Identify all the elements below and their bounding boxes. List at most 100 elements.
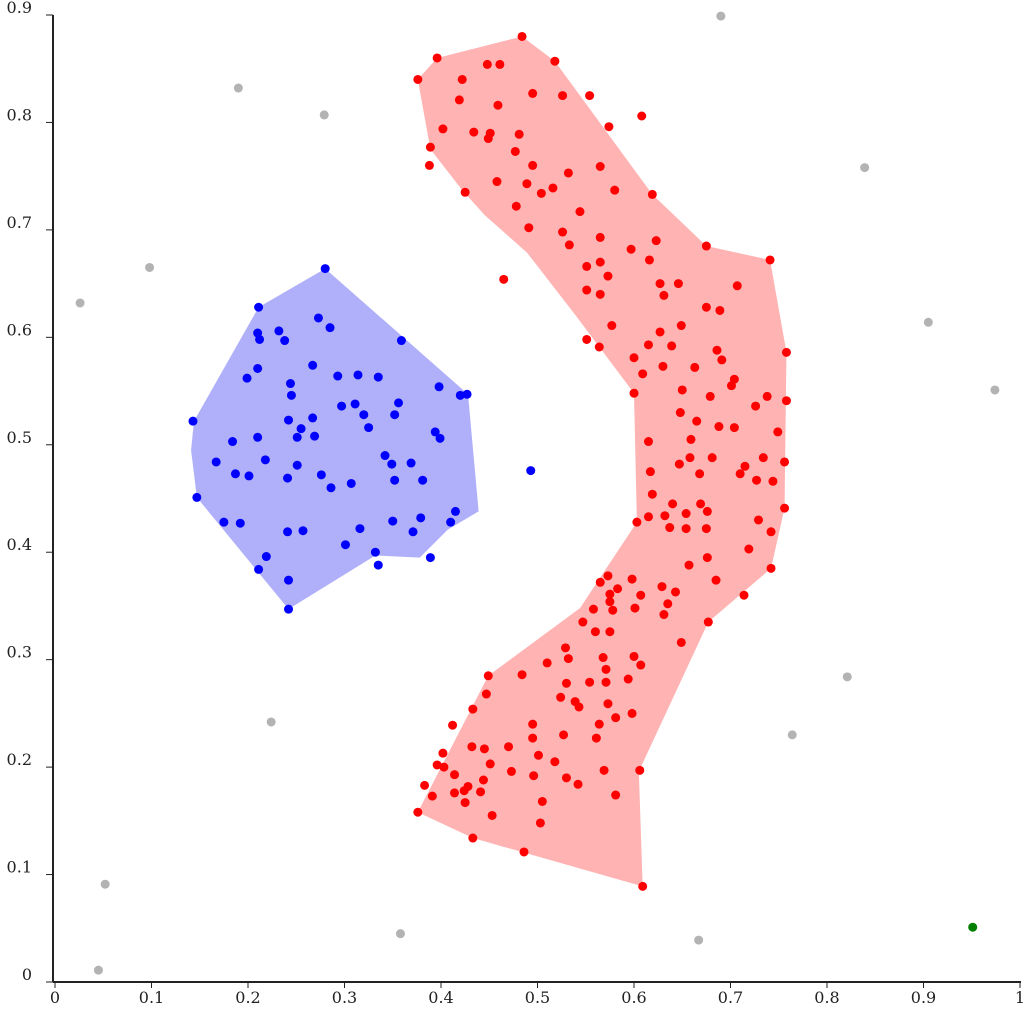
point-cluster_red-9: [493, 100, 503, 110]
point-noise-2: [319, 110, 329, 120]
x-tick-label: 0.3: [332, 988, 357, 1007]
point-cluster_red-168: [635, 765, 645, 775]
point-cluster_red-100: [681, 509, 691, 519]
point-cluster_red-7: [528, 88, 538, 98]
point-cluster_red-31: [511, 201, 521, 211]
point-cluster_red-175: [561, 773, 571, 783]
point-cluster_red-118: [605, 589, 615, 599]
point-cluster_red-149: [574, 702, 584, 712]
point-cluster_red-90: [740, 461, 750, 471]
point-cluster_red-113: [595, 577, 605, 587]
point-cluster_blue-54: [355, 524, 365, 534]
point-cluster_red-135: [563, 654, 573, 664]
point-cluster_blue-57: [388, 516, 398, 526]
point-cluster_red-173: [506, 766, 516, 776]
point-cluster_red-91: [695, 469, 705, 479]
point-cluster_red-38: [564, 240, 574, 250]
point-cluster_red-88: [674, 459, 684, 469]
point-cluster_blue-35: [380, 451, 390, 461]
point-cluster_red-101: [660, 511, 670, 521]
point-cluster_red-72: [705, 391, 715, 401]
y-tick-label: 0.2: [7, 750, 32, 769]
point-cluster_blue-8: [396, 336, 406, 346]
point-cluster_red-104: [766, 527, 776, 537]
point-cluster_blue-10: [253, 363, 263, 373]
point-cluster_blue-12: [333, 371, 343, 381]
point-cluster_red-77: [675, 408, 685, 418]
point-cluster_red-86: [758, 453, 768, 463]
point-cluster_blue-23: [359, 410, 369, 420]
point-cluster_blue-37: [260, 455, 270, 465]
point-cluster_red-170: [439, 762, 449, 772]
point-cluster_red-58: [582, 334, 592, 344]
point-cluster_red-45: [499, 274, 509, 284]
point-cluster_red-84: [685, 453, 695, 463]
point-cluster_red-115: [627, 574, 637, 584]
point-cluster_red-145: [601, 677, 611, 687]
point-cluster_red-4: [457, 74, 467, 84]
point-cluster_red-191: [519, 847, 529, 857]
point-noise-12: [395, 929, 405, 939]
point-cluster_blue-43: [244, 471, 254, 481]
point-cluster_red-25: [492, 177, 502, 187]
point-cluster_blue-5: [325, 323, 335, 333]
point-cluster_red-30: [536, 188, 546, 198]
point-noise-6: [923, 317, 933, 327]
point-cluster_red-160: [528, 733, 538, 743]
point-cluster_red-124: [588, 604, 598, 614]
x-tick-label: 0.4: [428, 988, 453, 1007]
point-cluster_blue-15: [285, 379, 295, 389]
point-cluster_red-179: [420, 780, 430, 790]
point-cluster_red-185: [460, 798, 470, 808]
point-cluster_red-157: [448, 720, 458, 730]
point-cluster_red-139: [636, 660, 646, 670]
point-cluster_red-189: [535, 818, 545, 828]
point-cluster_red-102: [643, 512, 653, 522]
point-cluster_red-33: [647, 189, 657, 199]
point-cluster_red-121: [636, 590, 646, 600]
point-cluster_red-154: [611, 713, 621, 723]
y-tick-label: 0.3: [7, 643, 32, 662]
point-cluster_red-2: [550, 56, 560, 66]
point-cluster_red-130: [590, 627, 600, 637]
point-cluster_red-147: [556, 692, 566, 702]
point-cluster_red-42: [765, 255, 775, 265]
point-cluster_red-85: [707, 453, 717, 463]
point-cluster_blue-28: [364, 423, 374, 433]
point-cluster_red-146: [623, 674, 633, 684]
point-cluster_blue-69: [446, 517, 456, 527]
point-cluster_red-47: [655, 279, 665, 289]
point-cluster_red-122: [670, 587, 680, 597]
point-cluster_red-184: [611, 790, 621, 800]
point-cluster_blue-59: [425, 553, 435, 563]
point-cluster_red-16: [514, 129, 524, 139]
point-cluster_red-39: [595, 257, 605, 267]
point-cluster_blue-47: [346, 478, 356, 488]
point-cluster_red-150: [481, 689, 491, 699]
point-cluster_red-5: [482, 59, 492, 69]
point-cluster_red-138: [598, 653, 608, 663]
x-tick-label: 0.6: [621, 988, 646, 1007]
point-cluster_blue-61: [373, 560, 383, 570]
point-cluster_red-27: [548, 183, 558, 193]
point-noise-0: [716, 11, 726, 21]
point-cluster_red-68: [638, 369, 648, 379]
point-cluster_red-20: [510, 146, 520, 156]
point-cluster_red-99: [702, 506, 712, 516]
point-cluster_red-164: [438, 748, 448, 758]
point-cluster_blue-4: [313, 313, 323, 323]
point-cluster_red-109: [744, 544, 754, 554]
point-cluster_red-158: [559, 730, 569, 740]
point-cluster_red-65: [717, 355, 727, 365]
point-cluster_red-32: [575, 207, 585, 217]
point-cluster_red-96: [780, 503, 790, 513]
point-cluster_red-161: [467, 742, 477, 752]
point-cluster_red-10: [558, 91, 568, 101]
point-cluster_red-60: [643, 340, 653, 350]
point-cluster_red-73: [629, 388, 639, 398]
point-cluster_red-82: [686, 434, 696, 444]
point-cluster_red-143: [561, 678, 571, 688]
point-cluster_red-169: [432, 760, 442, 770]
point-cluster_blue-14: [373, 372, 383, 382]
point-cluster_red-66: [658, 361, 668, 371]
